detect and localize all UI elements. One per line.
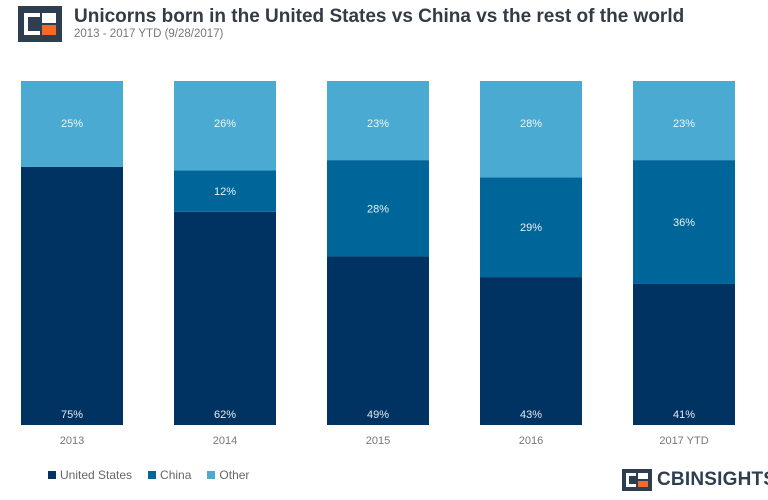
cbinsights-brand-name: CBINSIGHTS: [657, 469, 768, 490]
bar-united-states-2013: [21, 167, 123, 425]
chart-subtitle: 2013 - 2017 YTD (9/28/2017): [74, 28, 224, 40]
bar-other-2017-ytd: [633, 81, 735, 161]
data-label-other-2014: 26%: [214, 118, 236, 130]
legend-item-china: China: [148, 468, 191, 482]
legend-item-united-states: United States: [48, 468, 132, 482]
bar-united-states-2015: [327, 256, 429, 425]
x-tick-label: 2014: [213, 435, 237, 447]
legend-swatch-other: [207, 471, 216, 479]
bar-other-2016: [480, 81, 582, 178]
x-tick-label: 2016: [519, 435, 543, 447]
bar-united-states-2014: [174, 211, 276, 425]
x-tick-label: 2017 YTD: [659, 435, 708, 447]
data-label-other-2017-ytd: 23%: [673, 118, 695, 130]
cbinsights-brand-icon: [622, 469, 652, 491]
data-label-other-2015: 23%: [367, 118, 389, 130]
bar-other-2015: [327, 81, 429, 161]
chart-title: Unicorns born in the United States vs Ch…: [74, 6, 685, 27]
bar-china-2016: [480, 177, 582, 278]
bar-united-states-2017-ytd: [633, 283, 735, 425]
legend-item-other: Other: [207, 468, 249, 482]
data-label-united-states-2013: 75%: [61, 409, 83, 421]
legend-label-other: Other: [219, 468, 250, 482]
bar-china-2015: [327, 160, 429, 257]
legend-label-china: China: [160, 468, 192, 482]
legend-label-united-states: United States: [60, 468, 133, 482]
cbinsights-logo-icon: [18, 6, 62, 42]
data-label-china-2017-ytd: 36%: [673, 217, 695, 229]
x-tick-label: 2015: [366, 435, 390, 447]
legend-swatch-china: [148, 471, 157, 479]
data-label-china-2016: 29%: [520, 222, 542, 234]
data-label-united-states-2014: 62%: [214, 409, 236, 421]
chart-legend: United States China Other: [48, 468, 255, 482]
x-tick-label: 2013: [60, 435, 84, 447]
data-label-united-states-2015: 49%: [367, 409, 389, 421]
legend-swatch-united-states: [48, 471, 56, 479]
bar-united-states-2016: [480, 277, 582, 425]
bar-other-2013: [21, 81, 123, 167]
data-label-china-2014: 12%: [214, 186, 236, 198]
cbinsights-brand: CBINSIGHTS: [622, 468, 768, 492]
bar-other-2014: [174, 81, 276, 171]
data-label-other-2013: 25%: [61, 118, 83, 130]
data-label-china-2015: 28%: [367, 203, 389, 215]
bar-china-2017-ytd: [633, 160, 735, 284]
data-label-united-states-2016: 43%: [520, 409, 542, 421]
bar-china-2014: [174, 170, 276, 212]
data-label-other-2016: 28%: [520, 118, 542, 130]
data-label-united-states-2017-ytd: 41%: [673, 409, 695, 421]
